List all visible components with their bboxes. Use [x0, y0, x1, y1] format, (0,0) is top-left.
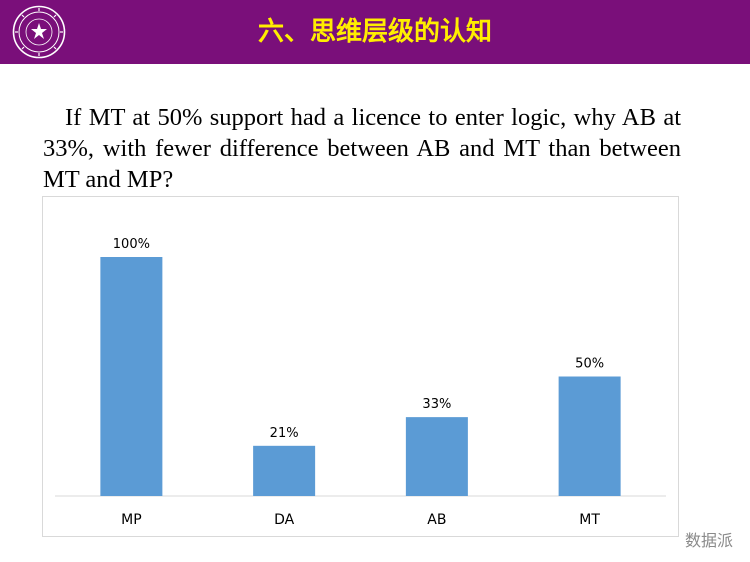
- bar-mt: [558, 376, 621, 496]
- question-text: If MT at 50% support had a licence to en…: [43, 104, 681, 193]
- title-bar: 六、思维层级的认知: [0, 0, 750, 64]
- x-tick-label-ab: AB: [427, 512, 446, 528]
- data-label-ab: 33%: [422, 397, 451, 412]
- x-tick-label-mt: MT: [579, 512, 600, 528]
- bar-mp: [100, 257, 163, 496]
- bar-ab: [405, 417, 468, 496]
- bar-da: [253, 445, 316, 496]
- university-seal-icon: [12, 5, 66, 59]
- watermark: 数据派: [685, 531, 734, 550]
- chart-area: 100% MP 21% DA 33% AB 50% MT: [42, 196, 679, 537]
- slide-title: 六、思维层级的认知: [257, 17, 492, 47]
- x-tick-label-da: DA: [274, 512, 295, 528]
- bar-chart: 100% MP 21% DA 33% AB 50% MT: [55, 237, 666, 528]
- data-label-mp: 100%: [113, 237, 150, 252]
- data-label-da: 21%: [270, 426, 299, 441]
- x-tick-label-mp: MP: [121, 512, 142, 528]
- data-label-mt: 50%: [575, 357, 604, 372]
